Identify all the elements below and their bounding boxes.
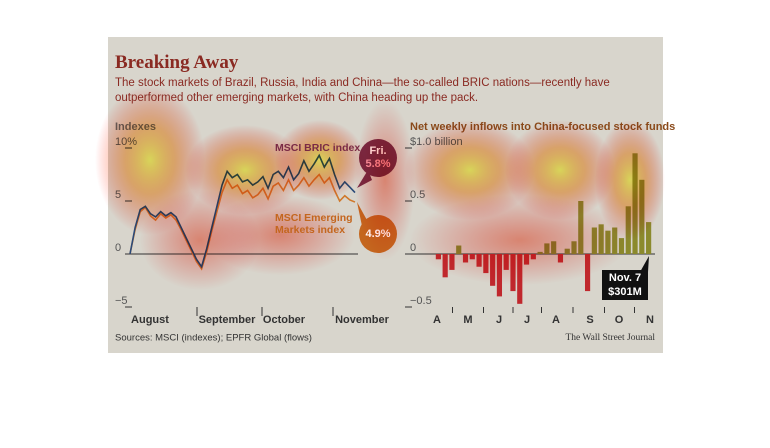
x-tick-label: J bbox=[524, 314, 530, 326]
bar bbox=[625, 206, 631, 254]
bar bbox=[469, 254, 475, 260]
bar bbox=[456, 245, 462, 254]
bar bbox=[646, 222, 652, 254]
y-tick-label: −0.5 bbox=[410, 295, 432, 307]
x-tick-label: September bbox=[199, 314, 257, 326]
y-tick-label: 5 bbox=[115, 189, 121, 201]
bar bbox=[462, 254, 469, 263]
series-label: MSCI Emerging Markets index bbox=[275, 212, 353, 236]
bar bbox=[598, 224, 604, 254]
bar bbox=[530, 254, 536, 260]
subtitle: The stock markets of Brazil, Russia, Ind… bbox=[115, 77, 610, 104]
annotation: Nov. 7 bbox=[609, 272, 641, 284]
bar bbox=[571, 241, 577, 254]
bar bbox=[551, 241, 557, 254]
bar bbox=[435, 254, 441, 260]
heat-spot bbox=[505, 120, 615, 220]
series-label: MSCI BRIC index bbox=[275, 142, 361, 154]
x-tick-label: October bbox=[263, 314, 306, 326]
bar bbox=[557, 254, 564, 263]
title: Breaking Away bbox=[115, 52, 239, 73]
bar bbox=[483, 254, 489, 274]
x-tick-label: O bbox=[615, 314, 624, 326]
bar bbox=[517, 254, 523, 304]
bar bbox=[618, 238, 625, 254]
x-tick-label: M bbox=[463, 314, 472, 326]
bar bbox=[612, 227, 618, 254]
bar bbox=[537, 251, 543, 254]
heatmap-overlay bbox=[95, 85, 665, 290]
y-tick-label: 0.5 bbox=[410, 189, 425, 201]
bar bbox=[578, 201, 584, 254]
bar bbox=[490, 254, 496, 286]
x-tick-label: S bbox=[586, 314, 593, 326]
y-tick-label: 0 bbox=[115, 242, 121, 254]
x-tick-label: A bbox=[552, 314, 560, 326]
y-tick-label: 0 bbox=[410, 242, 416, 254]
bar bbox=[503, 254, 509, 270]
heat-spot bbox=[140, 190, 260, 290]
bar bbox=[476, 254, 482, 267]
credit: The Wall Street Journal bbox=[565, 333, 655, 343]
x-tick-label: J bbox=[496, 314, 502, 326]
bar bbox=[639, 179, 645, 254]
x-tick-label: November bbox=[335, 314, 390, 326]
bar bbox=[591, 227, 597, 254]
bar bbox=[449, 254, 455, 270]
value-label: $301M bbox=[608, 286, 642, 298]
bar bbox=[510, 254, 516, 292]
bar bbox=[605, 230, 611, 254]
axis-title: Net weekly inflows into China-focused st… bbox=[410, 121, 675, 133]
annotation: Fri. bbox=[369, 145, 386, 157]
bar bbox=[564, 248, 570, 254]
y-tick-label: −5 bbox=[115, 295, 128, 307]
bar bbox=[442, 254, 448, 278]
y-tick-label: $1.0 billion bbox=[410, 136, 463, 148]
bar bbox=[544, 243, 550, 254]
x-tick-label: A bbox=[433, 314, 441, 326]
end-label: 5.8% bbox=[365, 158, 390, 170]
bar bbox=[632, 153, 638, 254]
y-tick-label: 10% bbox=[115, 136, 137, 148]
axis-title: Indexes bbox=[115, 121, 156, 133]
x-tick-label: N bbox=[646, 314, 654, 326]
x-tick-label: August bbox=[131, 314, 169, 326]
bar bbox=[496, 254, 503, 297]
source: Sources: MSCI (indexes); EPFR Global (fl… bbox=[115, 333, 312, 344]
bar bbox=[523, 254, 530, 265]
pointer bbox=[640, 256, 649, 272]
bar bbox=[584, 254, 591, 292]
